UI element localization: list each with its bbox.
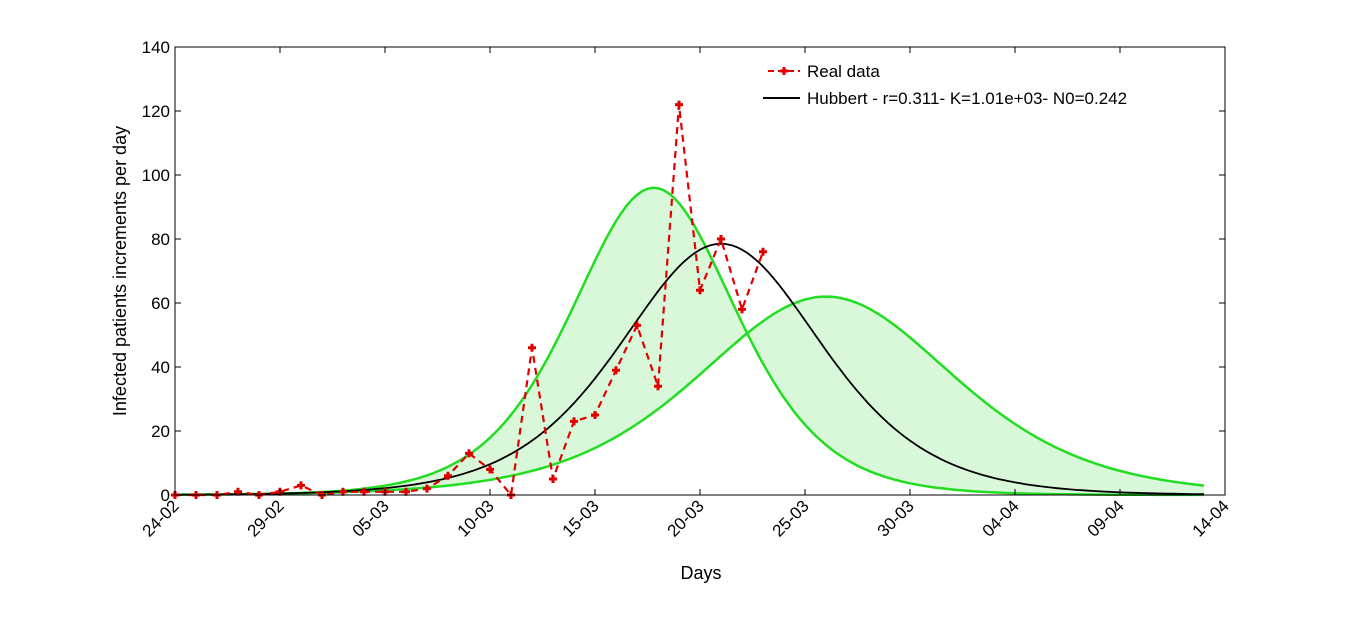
real-data-point	[696, 286, 704, 295]
legend-hubbert-label: Hubbert - r=0.311- K=1.01e+03- N0=0.242	[807, 89, 1127, 108]
x-tick-label: 30-03	[874, 496, 918, 540]
y-tick-label: 120	[142, 102, 170, 121]
y-tick-label: 60	[151, 294, 170, 313]
y-tick-label: 80	[151, 230, 170, 249]
x-tick-label: 25-03	[769, 496, 813, 540]
real-data-point	[528, 343, 536, 352]
real-data-point	[654, 382, 662, 391]
x-tick-label: 10-03	[454, 496, 498, 540]
real-data-point	[234, 487, 242, 496]
y-axis-title: Infected patients increments per day	[110, 126, 130, 416]
x-tick-label: 29-02	[244, 496, 288, 540]
real-data-point	[738, 305, 746, 314]
real-data-point	[570, 417, 578, 426]
x-tick-label: 20-03	[664, 496, 708, 540]
real-data-point	[444, 471, 452, 480]
real-data-point	[465, 449, 473, 458]
y-tick-label: 140	[142, 38, 170, 57]
real-data-point	[423, 484, 431, 493]
real-data-line	[175, 104, 765, 498]
x-axis-title: Days	[680, 563, 721, 583]
real-data-point	[360, 487, 368, 496]
real-data-point	[591, 411, 599, 419]
band-fill	[175, 187, 1204, 495]
real-data-point	[549, 475, 557, 483]
real-data-point	[486, 465, 494, 474]
real-data-point	[402, 487, 410, 496]
y-tick-label: 40	[151, 358, 170, 377]
x-tick-label: 05-03	[349, 496, 393, 540]
legend-real-data-label: Real data	[807, 62, 880, 81]
x-tick-label: 04-04	[979, 496, 1023, 540]
real-data-point	[717, 235, 725, 243]
real-data-point	[612, 366, 620, 375]
real-data-point	[297, 481, 305, 490]
y-tick-label: 20	[151, 422, 170, 441]
x-tick-label: 14-04	[1189, 496, 1233, 540]
confidence-band	[175, 187, 1204, 495]
y-tick-label: 0	[161, 486, 170, 505]
real-data-point	[759, 247, 767, 256]
y-tick-label: 100	[142, 166, 170, 185]
legend-real-data-marker	[780, 67, 788, 75]
legend: Real data Hubbert - r=0.311- K=1.01e+03-…	[763, 62, 1127, 108]
x-tick-label: 09-04	[1084, 496, 1128, 540]
x-tick-label: 15-03	[559, 496, 603, 540]
real-data-point	[675, 100, 683, 109]
real-data-point	[633, 321, 641, 330]
real-data-point	[339, 487, 347, 496]
